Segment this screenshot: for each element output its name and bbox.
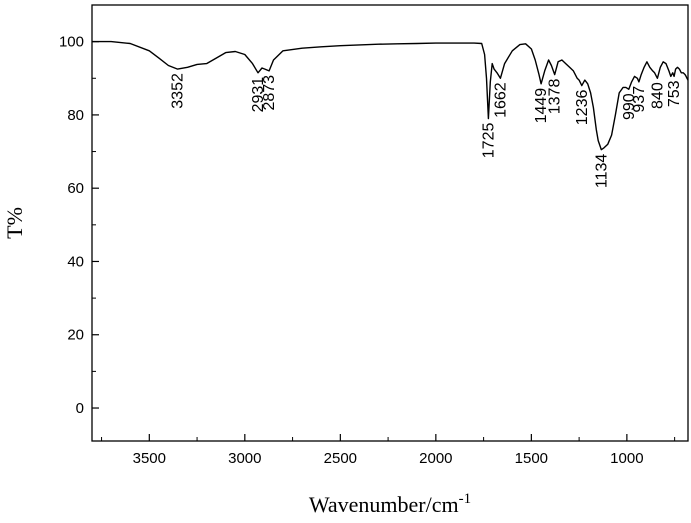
y-tick-label-40: 40 xyxy=(67,253,84,270)
y-axis-ticks: 0 20 40 60 80 100 xyxy=(59,34,99,417)
x-axis-title-superscript: -1 xyxy=(459,491,472,507)
plot-border xyxy=(92,5,688,441)
peak-label-1725: 1725 xyxy=(480,123,497,159)
peak-label-753: 753 xyxy=(666,80,683,107)
x-tick-label-1000: 1000 xyxy=(610,450,643,467)
peak-label-1236: 1236 xyxy=(574,90,591,126)
peak-label-1378: 1378 xyxy=(547,79,564,115)
x-tick-label-1500: 1500 xyxy=(515,450,548,467)
peak-label-840: 840 xyxy=(649,82,666,109)
peak-label-1662: 1662 xyxy=(492,82,509,118)
x-tick-label-2000: 2000 xyxy=(419,450,452,467)
x-tick-label-3500: 3500 xyxy=(133,450,166,467)
y-tick-label-80: 80 xyxy=(67,107,84,124)
peak-labels: 3352293128731725166214491378123611349909… xyxy=(170,73,684,188)
peak-label-937: 937 xyxy=(631,86,648,113)
y-tick-label-20: 20 xyxy=(67,327,84,344)
plot-frame xyxy=(92,5,688,441)
x-axis-title: Wavenumber/cm-1 xyxy=(309,491,471,517)
x-tick-label-3000: 3000 xyxy=(228,450,261,467)
x-tick-label-2500: 2500 xyxy=(324,450,357,467)
x-axis-ticks: 3500 3000 2500 2000 1500 1000 xyxy=(102,434,675,467)
y-axis-title: T% xyxy=(2,207,27,239)
peak-label-2873: 2873 xyxy=(261,75,278,111)
y-tick-label-0: 0 xyxy=(76,400,84,417)
y-tick-label-100: 100 xyxy=(59,34,84,51)
y-tick-label-60: 60 xyxy=(67,180,84,197)
peak-label-3352: 3352 xyxy=(170,73,187,109)
peak-label-1134: 1134 xyxy=(593,154,610,189)
x-axis-title-main: Wavenumber/cm xyxy=(309,492,459,517)
